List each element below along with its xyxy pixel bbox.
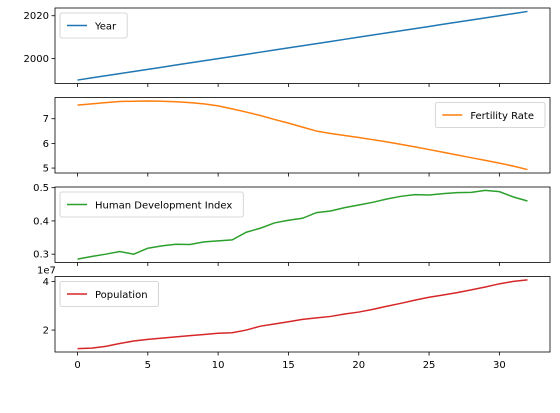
legend-box [59,191,244,218]
y-tick-label: 0.3 [33,250,49,261]
axes-frame [54,186,551,263]
series-line [77,279,528,350]
x-tick-label: 5 [145,360,151,371]
series-line [77,10,528,81]
legend-label: Fertility Rate [470,111,534,122]
y-tick-label: 0.5 [33,183,49,194]
series-line [77,189,528,260]
x-tick-label: 0 [74,360,80,371]
legend-label: Human Development Index [95,201,232,212]
x-tick-label: 15 [282,360,295,371]
legend: Population [59,281,159,307]
legend-label: Population [95,290,148,301]
x-tick-label: 30 [493,360,506,371]
x-tick-label: 10 [212,360,225,371]
legend-box [59,12,128,39]
axes-frame [54,97,551,174]
legend: Fertility Rate [434,102,546,128]
y-tick-label: 2 [43,326,49,337]
legend: Human Development Index [59,191,244,218]
y-tick-label: 6 [43,139,49,150]
series-line [77,100,528,171]
y-offset-label: 1e7 [37,266,56,277]
y-tick-label: 5 [43,164,49,175]
x-tick-label: 25 [423,360,436,371]
y-tick-label: 2020 [24,11,49,22]
x-tick-label: 20 [352,360,365,371]
legend-box [59,281,159,307]
y-tick-label: 2000 [24,54,49,65]
y-tick-label: 4 [43,277,49,288]
y-tick-label: 7 [43,114,49,125]
y-tick-label: 0.4 [33,216,49,227]
legend-label: Year [94,22,117,33]
axes-frame [54,7,551,84]
legend: Year [59,12,128,39]
axes-frame [54,276,551,353]
legend-box [434,102,546,128]
